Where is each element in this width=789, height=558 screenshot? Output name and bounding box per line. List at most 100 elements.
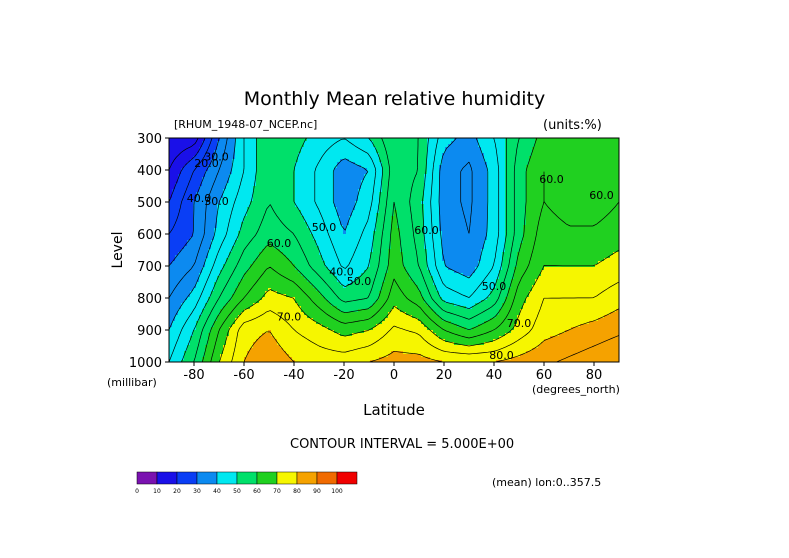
field-cell: [229, 174, 233, 178]
field-cell: [526, 204, 530, 208]
field-cell: [379, 141, 383, 145]
field-cell: [229, 183, 233, 187]
field-cell: [349, 204, 353, 208]
field-cell: [253, 225, 257, 229]
field-cell: [238, 225, 242, 229]
field-cell: [508, 198, 512, 202]
field-cell: [214, 180, 218, 184]
field-cell: [412, 219, 416, 223]
field-cell: [199, 150, 203, 154]
field-cell: [523, 201, 527, 205]
field-cell: [217, 222, 221, 226]
field-cell: [397, 234, 401, 238]
field-cell: [541, 183, 545, 187]
field-cell: [487, 159, 491, 163]
field-cell: [568, 204, 572, 208]
field-cell: [550, 159, 554, 163]
field-cell: [205, 195, 209, 199]
field-cell: [583, 225, 587, 229]
field-cell: [601, 144, 605, 148]
field-cell: [403, 138, 407, 142]
field-cell: [418, 198, 422, 202]
field-cell: [610, 183, 614, 187]
field-cell: [271, 138, 275, 142]
field-cell: [304, 216, 308, 220]
field-cell: [184, 174, 188, 178]
field-cell: [385, 153, 389, 157]
field-cell: [421, 156, 425, 160]
field-cell: [358, 177, 362, 181]
field-cell: [376, 198, 380, 202]
field-cell: [367, 195, 371, 199]
field-cell: [337, 186, 341, 190]
field-cell: [235, 201, 239, 205]
field-cell: [187, 147, 191, 151]
field-cell: [211, 204, 215, 208]
field-cell: [571, 216, 575, 220]
field-cell: [337, 168, 341, 172]
field-cell: [379, 177, 383, 181]
field-cell: [196, 198, 200, 202]
field-cell: [250, 213, 254, 217]
field-cell: [439, 153, 443, 157]
field-cell: [208, 207, 212, 211]
field-cell: [259, 228, 263, 232]
field-cell: [598, 144, 602, 148]
field-cell: [226, 165, 230, 169]
field-cell: [208, 201, 212, 205]
field-cell: [493, 189, 497, 193]
field-cell: [181, 225, 185, 229]
field-cell: [310, 228, 314, 232]
field-cell: [427, 174, 431, 178]
field-cell: [367, 156, 371, 160]
field-cell: [331, 204, 335, 208]
field-cell: [307, 153, 311, 157]
field-cell: [586, 228, 590, 232]
field-cell: [580, 216, 584, 220]
field-cell: [439, 213, 443, 217]
field-cell: [328, 216, 332, 220]
field-cell: [412, 159, 416, 163]
field-cell: [595, 231, 599, 235]
field-cell: [274, 138, 278, 142]
field-cell: [568, 168, 572, 172]
field-cell: [289, 228, 293, 232]
field-cell: [316, 141, 320, 145]
field-cell: [304, 198, 308, 202]
field-cell: [223, 138, 227, 142]
field-cell: [346, 183, 350, 187]
field-cell: [511, 138, 515, 142]
field-cell: [241, 207, 245, 211]
field-cell: [484, 180, 488, 184]
field-cell: [610, 168, 614, 172]
field-cell: [244, 183, 248, 187]
field-cell: [583, 210, 587, 214]
field-cell: [349, 171, 353, 175]
field-cell: [370, 141, 374, 145]
field-cell: [424, 189, 428, 193]
field-cell: [589, 210, 593, 214]
field-cell: [346, 195, 350, 199]
field-cell: [322, 138, 326, 142]
field-cell: [319, 228, 323, 232]
field-cell: [277, 177, 281, 181]
field-cell: [358, 201, 362, 205]
field-cell: [298, 234, 302, 238]
field-cell: [277, 153, 281, 157]
field-cell: [208, 222, 212, 226]
field-cell: [199, 228, 203, 232]
field-cell: [385, 231, 389, 235]
field-cell: [460, 156, 464, 160]
field-cell: [190, 141, 194, 145]
field-cell: [493, 231, 497, 235]
field-cell: [544, 165, 548, 169]
field-cell: [397, 150, 401, 154]
field-cell: [184, 237, 188, 241]
field-cell: [295, 225, 299, 229]
field-cell: [424, 177, 428, 181]
field-cell: [604, 192, 608, 196]
field-cell: [169, 207, 173, 211]
field-cell: [205, 183, 209, 187]
field-cell: [178, 195, 182, 199]
field-cell: [229, 219, 233, 223]
